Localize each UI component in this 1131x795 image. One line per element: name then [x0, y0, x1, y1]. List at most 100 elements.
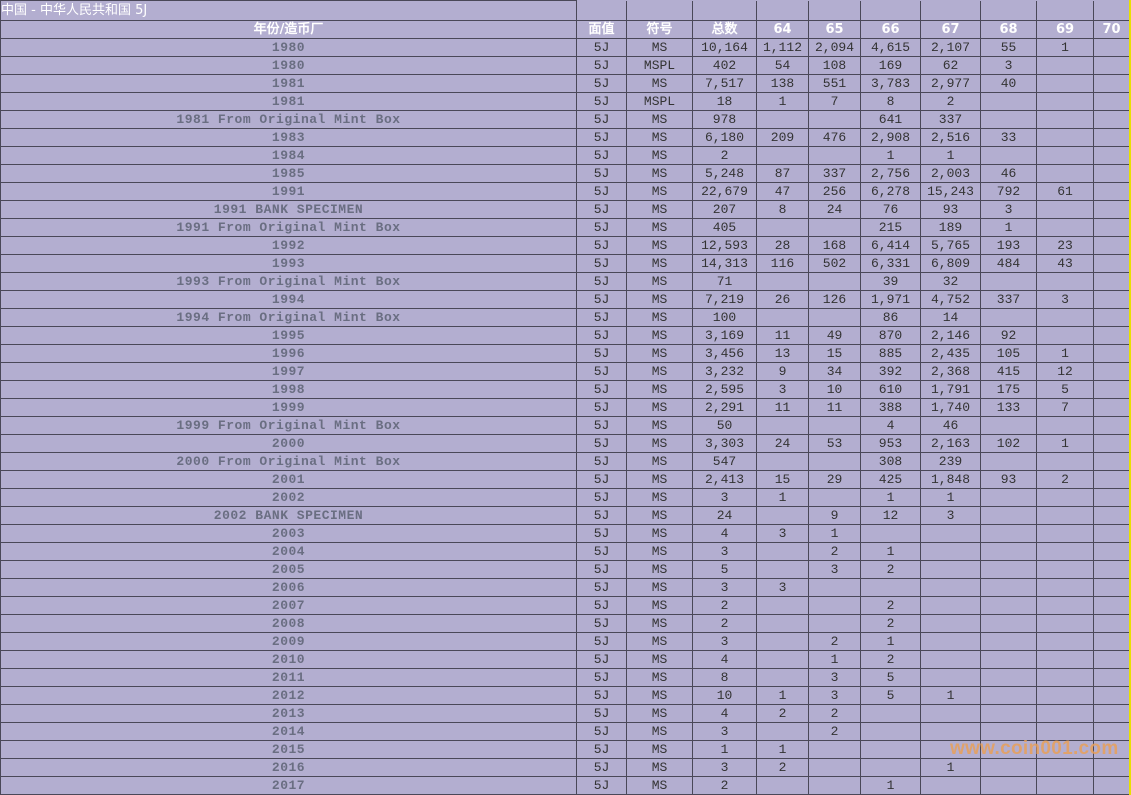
- cell-year[interactable]: 1994: [0, 290, 577, 309]
- cell-grade-66[interactable]: 5: [860, 668, 921, 687]
- cell-grade-69[interactable]: 61: [1036, 182, 1094, 201]
- cell-grade-66[interactable]: 610: [860, 380, 921, 399]
- cell-grade-65[interactable]: 49: [808, 326, 861, 345]
- cell-designation[interactable]: MS: [626, 164, 693, 183]
- cell-denomination[interactable]: 5J: [576, 164, 627, 183]
- cell-grade-66[interactable]: [860, 704, 921, 723]
- cell-grade-64[interactable]: 138: [756, 74, 809, 93]
- cell-grade-68[interactable]: [980, 542, 1037, 561]
- cell-grade-67[interactable]: 189: [920, 218, 981, 237]
- cell-grade-66[interactable]: 1: [860, 542, 921, 561]
- cell-total[interactable]: 7,517: [692, 74, 757, 93]
- cell-grade-64[interactable]: [756, 110, 809, 129]
- cell-grade-67[interactable]: 15,243: [920, 182, 981, 201]
- cell-designation[interactable]: MS: [626, 362, 693, 381]
- cell-grade-65[interactable]: [808, 578, 861, 597]
- cell-denomination[interactable]: 5J: [576, 704, 627, 723]
- cell-grade-64[interactable]: 26: [756, 290, 809, 309]
- cell-grade-65[interactable]: 15: [808, 344, 861, 363]
- cell-year[interactable]: 2013: [0, 704, 577, 723]
- cell-grade-69[interactable]: [1036, 524, 1094, 543]
- cell-grade-66[interactable]: 6,331: [860, 254, 921, 273]
- cell-grade-66[interactable]: 8: [860, 92, 921, 111]
- cell-denomination[interactable]: 5J: [576, 524, 627, 543]
- cell-grade-64[interactable]: 116: [756, 254, 809, 273]
- cell-year[interactable]: 2001: [0, 470, 577, 489]
- cell-grade-64[interactable]: [756, 308, 809, 327]
- cell-grade-65[interactable]: 9: [808, 506, 861, 525]
- cell-grade-64[interactable]: 1: [756, 686, 809, 705]
- cell-grade-70[interactable]: [1093, 164, 1130, 183]
- cell-grade-64[interactable]: [756, 722, 809, 741]
- cell-grade-67[interactable]: 46: [920, 416, 981, 435]
- cell-grade-66[interactable]: 425: [860, 470, 921, 489]
- cell-year[interactable]: 2000: [0, 434, 577, 453]
- cell-grade-70[interactable]: [1093, 74, 1130, 93]
- cell-year[interactable]: 1998: [0, 380, 577, 399]
- cell-grade-67[interactable]: 6,809: [920, 254, 981, 273]
- cell-denomination[interactable]: 5J: [576, 758, 627, 777]
- cell-grade-68[interactable]: [980, 740, 1037, 759]
- cell-grade-68[interactable]: [980, 758, 1037, 777]
- cell-designation[interactable]: MS: [626, 344, 693, 363]
- cell-grade-66[interactable]: [860, 740, 921, 759]
- cell-designation[interactable]: MS: [626, 272, 693, 291]
- sheet-title[interactable]: 中国 - 中华人民共和国 5J: [0, 0, 577, 21]
- cell-grade-64[interactable]: 3: [756, 380, 809, 399]
- cell-grade-70[interactable]: [1093, 686, 1130, 705]
- cell-denomination[interactable]: 5J: [576, 416, 627, 435]
- cell-grade-68[interactable]: [980, 146, 1037, 165]
- cell-grade-65[interactable]: 168: [808, 236, 861, 255]
- cell-grade-69[interactable]: [1036, 704, 1094, 723]
- cell-grade-69[interactable]: [1036, 416, 1094, 435]
- cell-grade-68[interactable]: [980, 506, 1037, 525]
- cell-denomination[interactable]: 5J: [576, 38, 627, 57]
- cell-total[interactable]: 5: [692, 560, 757, 579]
- cell-total[interactable]: 71: [692, 272, 757, 291]
- cell-designation[interactable]: MS: [626, 254, 693, 273]
- cell-denomination[interactable]: 5J: [576, 344, 627, 363]
- cell-grade-68[interactable]: 337: [980, 290, 1037, 309]
- cell-grade-67[interactable]: 5,765: [920, 236, 981, 255]
- cell-grade-66[interactable]: 885: [860, 344, 921, 363]
- cell-denomination[interactable]: 5J: [576, 200, 627, 219]
- cell-grade-70[interactable]: [1093, 470, 1130, 489]
- cell-grade-70[interactable]: [1093, 632, 1130, 651]
- empty-cell[interactable]: [808, 0, 861, 21]
- cell-designation[interactable]: MS: [626, 560, 693, 579]
- cell-year[interactable]: 2017: [0, 776, 577, 795]
- cell-total[interactable]: 6,180: [692, 128, 757, 147]
- cell-grade-64[interactable]: 11: [756, 326, 809, 345]
- cell-grade-69[interactable]: 1: [1036, 38, 1094, 57]
- cell-grade-70[interactable]: [1093, 218, 1130, 237]
- cell-grade-69[interactable]: 5: [1036, 380, 1094, 399]
- cell-grade-68[interactable]: [980, 650, 1037, 669]
- cell-designation[interactable]: MS: [626, 524, 693, 543]
- cell-grade-66[interactable]: [860, 758, 921, 777]
- cell-denomination[interactable]: 5J: [576, 326, 627, 345]
- cell-grade-67[interactable]: 2,146: [920, 326, 981, 345]
- cell-designation[interactable]: MS: [626, 200, 693, 219]
- cell-designation[interactable]: MSPL: [626, 92, 693, 111]
- cell-grade-67[interactable]: [920, 704, 981, 723]
- cell-grade-67[interactable]: 1: [920, 686, 981, 705]
- header-grade-66[interactable]: 66: [860, 20, 921, 39]
- cell-grade-68[interactable]: [980, 524, 1037, 543]
- cell-denomination[interactable]: 5J: [576, 434, 627, 453]
- cell-grade-68[interactable]: [980, 614, 1037, 633]
- cell-grade-65[interactable]: 476: [808, 128, 861, 147]
- cell-year[interactable]: 1984: [0, 146, 577, 165]
- cell-grade-66[interactable]: [860, 524, 921, 543]
- cell-grade-66[interactable]: 641: [860, 110, 921, 129]
- cell-grade-68[interactable]: 792: [980, 182, 1037, 201]
- cell-grade-68[interactable]: [980, 686, 1037, 705]
- cell-grade-70[interactable]: [1093, 560, 1130, 579]
- cell-total[interactable]: 14,313: [692, 254, 757, 273]
- cell-denomination[interactable]: 5J: [576, 92, 627, 111]
- cell-grade-69[interactable]: 12: [1036, 362, 1094, 381]
- cell-grade-66[interactable]: 1: [860, 632, 921, 651]
- cell-grade-66[interactable]: 4,615: [860, 38, 921, 57]
- cell-designation[interactable]: MS: [626, 290, 693, 309]
- cell-denomination[interactable]: 5J: [576, 308, 627, 327]
- cell-total[interactable]: 2: [692, 776, 757, 795]
